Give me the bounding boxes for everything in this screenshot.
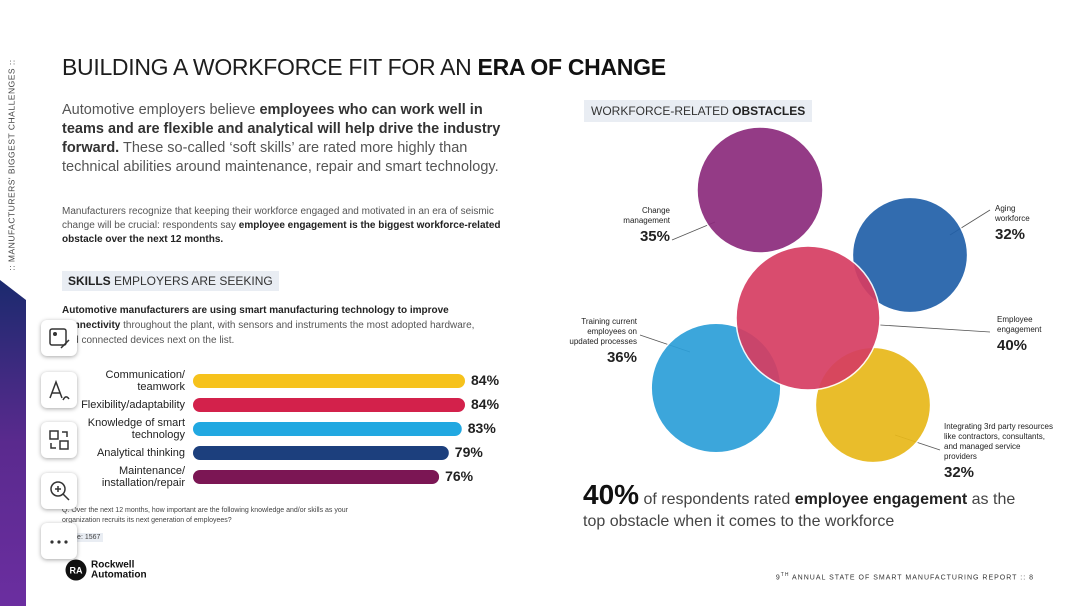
note: Manufacturers recognize that keeping the… — [62, 205, 512, 247]
skills-bold: Automotive manufacturers are using smart… — [62, 305, 449, 331]
skills-text: Automotive manufacturers are using smart… — [62, 303, 492, 348]
title-regular: BUILDING A WORKFORCE FIT FOR AN — [62, 54, 478, 80]
obstacle-label-box: Training current employees on updated pr… — [557, 317, 637, 366]
logo-text: Automation — [91, 570, 147, 581]
obstacle-value: 35% — [639, 228, 670, 245]
side-label-box: :: MANUFACTURERS' BIGGEST CHALLENGES :: — [6, 59, 16, 270]
heading-bold: SKILLS — [68, 274, 111, 288]
heading-bold: OBSTACLES — [732, 104, 806, 118]
obstacle-label: Employee engagement — [997, 315, 1042, 334]
category-label: Flexibility/adaptability — [81, 399, 185, 411]
intro-text: These so-called ‘soft skills’ are rated … — [62, 140, 499, 175]
obstacle-value: 32% — [995, 226, 1026, 243]
obstacle-bubble — [851, 196, 969, 314]
obstacle-label-box: Change management 35% — [610, 206, 670, 245]
obstacle-label: Integrating 3rd party resources like con… — [944, 422, 1053, 461]
category-label: Communication/ teamwork — [105, 369, 185, 393]
obstacle-label-box: Aging workforce 32% — [995, 204, 1045, 243]
obstacle-label-box: Integrating 3rd party resources like con… — [944, 422, 1054, 481]
obstacle-value: 32% — [944, 464, 975, 481]
footer-sup: TH — [780, 572, 790, 578]
skills-regular: throughout the plant, with sensors and i… — [62, 320, 475, 346]
side-label: :: MANUFACTURERS' BIGGEST CHALLENGES :: — [6, 59, 16, 270]
intro: Automotive employers believe employees w… — [62, 101, 522, 177]
logo: RA Rockwell Automation — [65, 559, 147, 581]
bar — [193, 446, 449, 460]
category-label: Maintenance/ installation/repair — [101, 465, 185, 489]
logo-text: Rockwell — [91, 560, 135, 571]
obstacles-heading: WORKFORCE-RELATED OBSTACLES — [584, 100, 813, 122]
page-title: BUILDING A WORKFORCE FIT FOR AN ERA OF C… — [62, 54, 666, 81]
value-label: 79% — [454, 444, 483, 460]
obstacle-label-box: Employee engagement 40% — [997, 315, 1057, 354]
heading-regular: EMPLOYERS ARE SEEKING — [110, 274, 273, 288]
side-strip — [0, 280, 26, 606]
stat-text: as the top obstacle when it comes to the… — [583, 491, 1016, 530]
intro-text: Automotive employers believe — [62, 102, 260, 118]
title-bold: ERA OF CHANGE — [477, 54, 667, 80]
tool-text[interactable] — [41, 372, 77, 408]
stat-text: of respondents rated — [639, 491, 795, 508]
logo-mark: RA — [70, 565, 83, 575]
tool-zoom[interactable] — [41, 473, 77, 509]
note-bold: employee engagement is the biggest workf… — [62, 220, 501, 245]
tool-replace[interactable] — [41, 422, 77, 458]
bar — [193, 374, 465, 388]
obstacle-value: 36% — [606, 349, 637, 366]
note-text: Manufacturers recognize that keeping the… — [62, 206, 494, 231]
obstacle-bubble — [735, 245, 881, 391]
footer-num: 9 — [775, 574, 781, 582]
skills-heading: SKILLS EMPLOYERS ARE SEEKING — [62, 271, 279, 291]
stat: 40% of respondents rated employee engage… — [583, 481, 1033, 533]
obstacle-label: Aging workforce — [995, 204, 1030, 223]
bar — [193, 470, 440, 484]
base: Base: 1567 — [62, 533, 104, 542]
value-label: 84% — [471, 396, 500, 412]
value-label: 76% — [445, 468, 474, 484]
tool-image[interactable] — [41, 320, 77, 356]
tool-more[interactable] — [41, 523, 77, 559]
obstacle-label: Change management — [623, 206, 670, 225]
footer: 9TH ANNUAL STATE OF SMART MANUFACTURING … — [776, 572, 1034, 581]
category-label: Analytical thinking — [96, 447, 185, 459]
bar — [193, 422, 462, 436]
heading-regular: WORKFORCE-RELATED — [591, 104, 733, 118]
obstacle-label: Training current employees on updated pr… — [569, 317, 637, 346]
obstacle-bubble — [696, 126, 824, 254]
intro-bold: employees who can work well in teams and… — [62, 102, 501, 156]
category-label: Knowledge of smart technology — [87, 417, 185, 441]
stat-number: 40% — [583, 479, 640, 510]
bar — [193, 398, 465, 412]
obstacle-value: 40% — [997, 337, 1028, 354]
value-label: 83% — [467, 420, 496, 436]
question: Q. Over the next 12 months, how importan… — [62, 507, 348, 524]
footer-text: ANNUAL STATE OF SMART MANUFACTURING REPO… — [789, 574, 1034, 582]
value-label: 84% — [471, 372, 500, 388]
stat-bold: employee engagement — [794, 491, 968, 508]
